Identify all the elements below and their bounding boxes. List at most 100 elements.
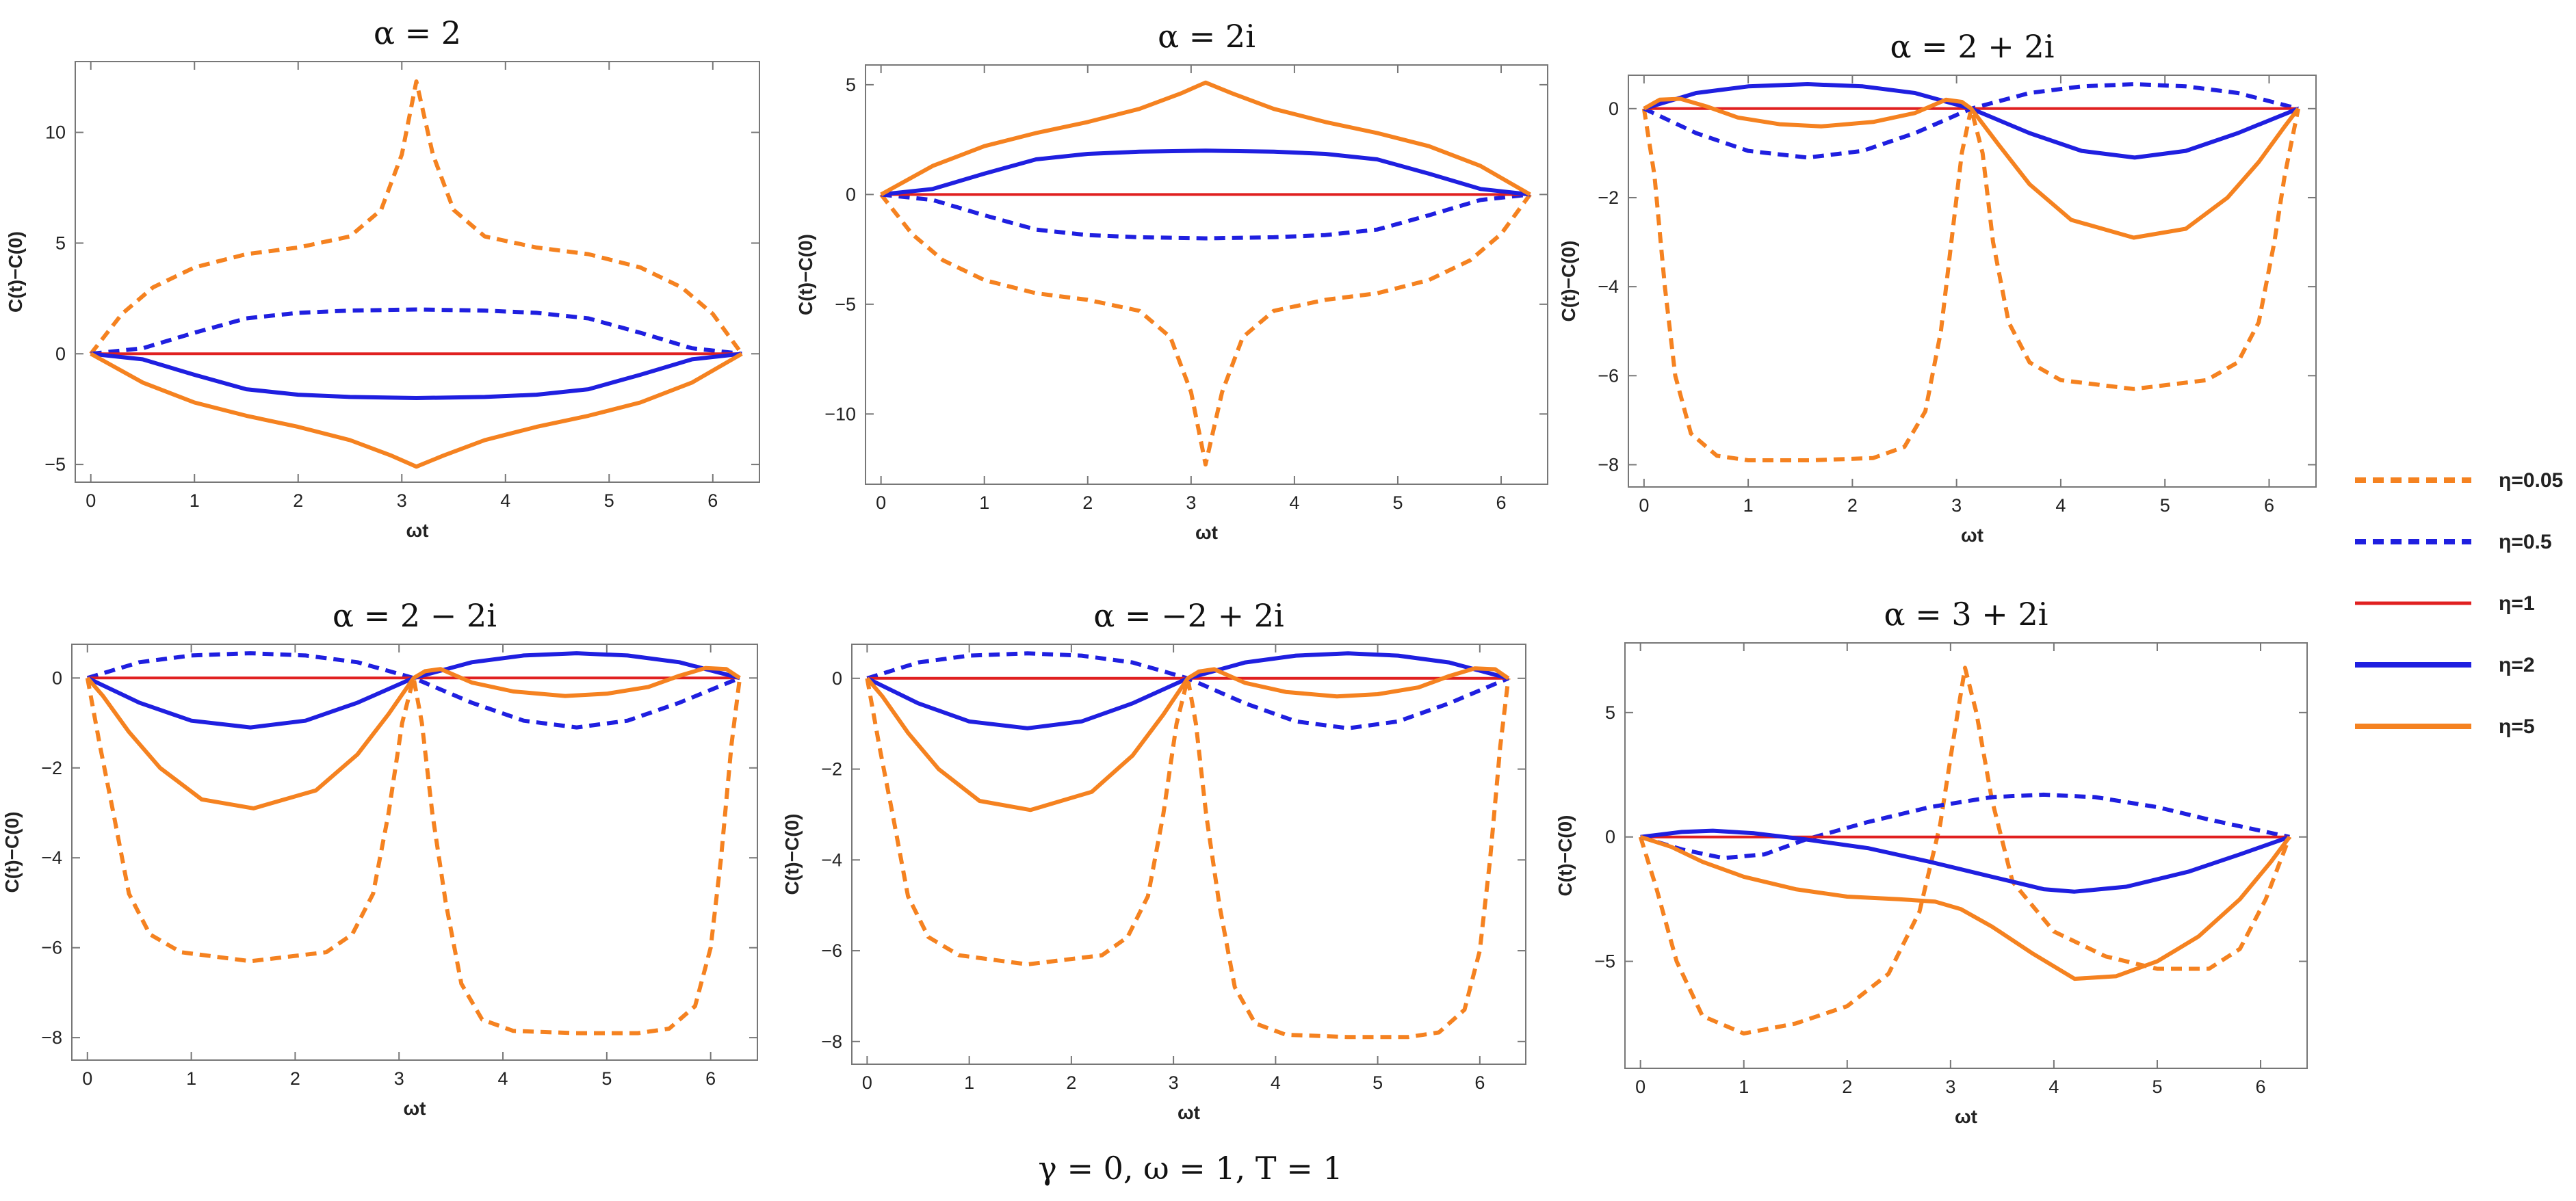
x-tick-label: 3 bbox=[1186, 492, 1196, 513]
x-axis-label: ωt bbox=[1955, 1106, 1977, 1127]
chart-title: α = 2 − 2i bbox=[333, 597, 497, 634]
series-line-eta-0_05 bbox=[89, 79, 744, 356]
chart-panel-6: 0 1 2 3 4 5 6 −5 0 5 α = 3 + 2i ωt C(t)−C(0) bbox=[1554, 596, 2308, 1127]
y-tick-label: 0 bbox=[832, 668, 842, 689]
plot-frame bbox=[1628, 75, 2317, 488]
series-line-eta-0_5 bbox=[90, 307, 742, 356]
y-axis-label: C(t)−C(0) bbox=[1558, 241, 1579, 322]
x-tick-label: 3 bbox=[394, 1068, 404, 1089]
x-axis-label: ωt bbox=[1178, 1102, 1200, 1123]
series-line-eta-0_05 bbox=[1638, 665, 2292, 1036]
series-line-eta-5 bbox=[1643, 96, 2300, 240]
y-axis-label: C(t)−C(0) bbox=[1554, 815, 1576, 897]
x-tick-label: 0 bbox=[876, 492, 886, 513]
x-tick-label: 3 bbox=[1945, 1077, 1955, 1097]
series-line-eta-0_05 bbox=[1641, 106, 2301, 462]
x-tick-label: 2 bbox=[1082, 492, 1093, 513]
y-tick-label: −2 bbox=[1598, 187, 1619, 208]
y-axis-label: C(t)−C(0) bbox=[781, 814, 803, 895]
x-tick-label: 5 bbox=[601, 1068, 612, 1089]
series-line-eta-0_5 bbox=[881, 192, 1531, 241]
legend-item: η=0.05 bbox=[2355, 469, 2563, 492]
chart-title: α = 2i bbox=[1158, 18, 1256, 55]
legend-label: η=2 bbox=[2499, 654, 2535, 676]
y-tick-label: −6 bbox=[41, 938, 62, 958]
plot-frame bbox=[1624, 642, 2308, 1069]
x-axis-label: ωt bbox=[1961, 525, 1983, 546]
series-line-eta-0_5 bbox=[866, 651, 1509, 730]
y-tick-label: −8 bbox=[41, 1027, 62, 1048]
chart-title: α = 2 bbox=[374, 14, 461, 51]
y-tick-label: −4 bbox=[821, 849, 842, 870]
series-line-eta-5 bbox=[90, 352, 743, 469]
x-tick-label: 2 bbox=[1066, 1072, 1076, 1093]
y-axis-label: C(t)−C(0) bbox=[1, 812, 23, 893]
chart-title: α = 3 + 2i bbox=[1884, 596, 2048, 633]
x-tick-label: 6 bbox=[707, 490, 718, 511]
y-tick-label: −2 bbox=[41, 758, 62, 778]
y-tick-label: 0 bbox=[52, 668, 62, 688]
series-line-eta-2 bbox=[1643, 82, 2300, 160]
x-tick-label: 4 bbox=[498, 1068, 508, 1089]
legend-label: η=0.05 bbox=[2499, 469, 2563, 492]
x-tick-label: 6 bbox=[2264, 495, 2274, 516]
x-tick-label: 6 bbox=[705, 1068, 716, 1089]
y-tick-label: 0 bbox=[1605, 827, 1615, 847]
series-line-eta-0_05 bbox=[85, 676, 742, 1035]
y-tick-label: −8 bbox=[1598, 454, 1619, 475]
legend: η=0.05 η=0.5 η=1 η=2 η=5 bbox=[2355, 469, 2563, 738]
legend-label: η=1 bbox=[2499, 592, 2535, 615]
chart-title: α = −2 + 2i bbox=[1093, 597, 1284, 634]
y-tick-label: −4 bbox=[41, 847, 62, 868]
figure-caption: γ = 0, ω = 1, T = 1 bbox=[1038, 1150, 1342, 1187]
x-tick-label: 0 bbox=[82, 1068, 92, 1089]
plot-frame bbox=[851, 644, 1526, 1065]
x-tick-label: 1 bbox=[186, 1068, 196, 1089]
chart-panel-1: 0 1 2 3 4 5 6 −5 0 5 10 α = 2 ωt C(t)−C(0) bbox=[5, 14, 760, 541]
y-tick-label: 5 bbox=[846, 75, 856, 95]
y-tick-label: 10 bbox=[45, 122, 66, 143]
series-line-eta-0_05 bbox=[865, 676, 1511, 1040]
x-tick-label: 5 bbox=[1372, 1072, 1383, 1093]
x-tick-label: 2 bbox=[290, 1068, 300, 1089]
y-tick-label: −8 bbox=[821, 1031, 842, 1052]
y-axis-label: C(t)−C(0) bbox=[795, 234, 816, 315]
chart-panel-3: 0 1 2 3 4 5 6 −8 −6 −4 −2 0 α = 2 + 2i ωt C(t)−C(0) bbox=[1558, 28, 2317, 546]
x-axis-label: ωt bbox=[1195, 522, 1218, 543]
series-line-eta-0_05 bbox=[879, 193, 1532, 467]
legend-label: η=0.5 bbox=[2499, 531, 2552, 553]
x-tick-label: 1 bbox=[1743, 495, 1754, 516]
y-tick-label: −5 bbox=[835, 294, 856, 315]
chart-title: α = 2 + 2i bbox=[1890, 28, 2055, 65]
x-tick-label: 4 bbox=[1289, 492, 1299, 513]
x-tick-label: 0 bbox=[1639, 495, 1649, 516]
series-line-eta-0_5 bbox=[1639, 792, 2290, 860]
chart-panel-4: 0 1 2 3 4 5 6 −8 −6 −4 −2 0 α = 2 − 2i ωt C(t)−C(0) bbox=[1, 597, 758, 1119]
x-tick-label: 3 bbox=[397, 490, 407, 511]
plot-frame bbox=[71, 644, 758, 1061]
legend-item: η=0.5 bbox=[2355, 531, 2552, 553]
x-tick-label: 3 bbox=[1169, 1072, 1179, 1093]
y-tick-label: 0 bbox=[1609, 98, 1619, 119]
x-tick-label: 3 bbox=[1951, 495, 1962, 516]
series-line-eta-5 bbox=[880, 80, 1531, 197]
x-tick-label: 4 bbox=[500, 490, 510, 511]
x-tick-label: 2 bbox=[1842, 1077, 1852, 1097]
legend-item: η=1 bbox=[2355, 592, 2535, 615]
plot-frame bbox=[75, 61, 760, 483]
x-tick-label: 4 bbox=[2055, 495, 2066, 516]
x-tick-label: 1 bbox=[964, 1072, 974, 1093]
y-tick-label: 0 bbox=[55, 343, 66, 364]
y-tick-label: 0 bbox=[846, 184, 856, 204]
y-tick-label: −2 bbox=[821, 759, 842, 780]
chart-panel-5: 0 1 2 3 4 5 6 −8 −6 −4 −2 0 α = −2 + 2i ωt C(t)−C(0) bbox=[781, 597, 1526, 1123]
x-axis-label: ωt bbox=[404, 1098, 426, 1119]
x-tick-label: 5 bbox=[2152, 1077, 2162, 1097]
x-tick-label: 2 bbox=[1847, 495, 1858, 516]
x-tick-label: 4 bbox=[1271, 1072, 1281, 1093]
y-tick-label: −6 bbox=[1598, 365, 1619, 386]
series-line-eta-5 bbox=[1639, 834, 2291, 981]
series-line-eta-0_5 bbox=[86, 651, 741, 730]
